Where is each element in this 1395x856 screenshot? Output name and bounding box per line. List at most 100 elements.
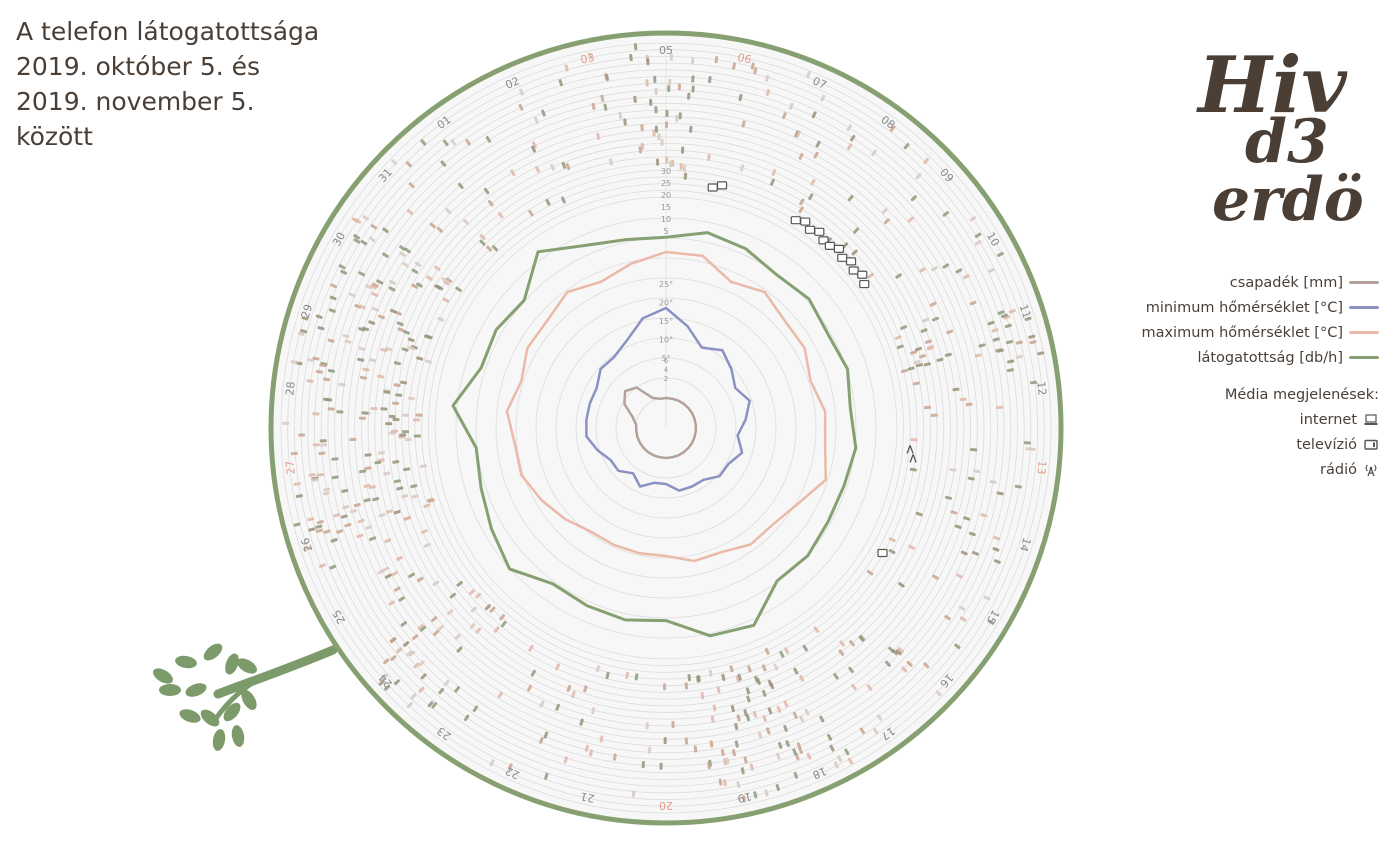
activity-dash [752,710,758,718]
activity-dash [851,683,857,691]
activity-dash [290,451,298,456]
activity-dash [691,85,695,93]
day-label: 18 [811,764,829,782]
activity-dash [833,761,839,769]
activity-dash [365,525,373,530]
activity-dash [756,677,761,685]
activity-dash [665,109,669,117]
activity-dash [393,509,401,515]
legend-item-internet: internet [1079,407,1379,432]
activity-dash [406,701,413,709]
activity-dash [419,625,427,632]
day-label: 15 [984,607,1002,626]
temperature-tick-label: 10° [659,336,673,345]
legend-label: minimum hőmérséklet [°C] [1145,299,1343,316]
activity-dash [358,416,366,420]
activity-dash [783,647,790,654]
activity-dash [907,216,915,223]
activity-dash [329,564,337,570]
activity-dash [640,124,644,132]
activity-dash [753,791,758,799]
activity-dash [402,640,410,647]
activity-dash [377,374,385,379]
activity-dash [388,414,396,419]
legend-item-radio: rádió [1079,457,1379,482]
activity-dash [910,438,918,442]
activity-dash [653,75,657,83]
activity-dash [1029,380,1038,385]
activity-dash [769,682,775,690]
activity-dash [932,574,940,580]
tree-leaf [241,690,257,710]
legend-swatch [1349,306,1379,309]
temperature-tick-label: 20° [659,299,673,308]
activity-dash [613,753,617,761]
activity-dash [342,505,350,510]
activity-dash [327,338,335,343]
activity-dash [915,173,922,180]
tree-leaf [225,653,239,675]
legend-label: televízió [1296,436,1357,453]
activity-dash [364,466,372,470]
activity-dash [331,475,339,480]
activity-dash [378,679,385,686]
activity-dash [518,103,524,111]
activity-dash [721,673,726,682]
activity-dash [318,563,326,569]
media-radio-marker [906,445,914,454]
media-internet-marker [837,253,848,262]
activity-dash [399,380,408,385]
activity-dash [811,111,817,119]
activity-dash [380,347,388,353]
activity-dash [412,418,420,422]
activity-dash [308,473,316,477]
title-line: között [16,122,93,151]
activity-dash [683,172,688,180]
activity-dash [445,277,453,284]
activity-dash [583,685,588,693]
activity-dash [526,684,533,692]
legend-item-precipitation: csapadék [mm] [1079,270,1379,295]
activity-dash [424,359,433,364]
activity-dash [734,722,739,731]
activity-dash [884,660,892,667]
activity-dash [782,112,787,120]
tree-trunk [213,645,338,699]
activity-dash [317,326,325,331]
activity-dash [757,731,763,739]
activity-dash [368,236,376,243]
activity-dash [406,650,413,657]
activity-dash [293,522,301,527]
activity-dash [700,692,705,700]
legend-swatch [1349,281,1379,284]
activity-dash [1024,316,1032,322]
day-label: 11 [1017,303,1034,320]
day-label: 28 [283,381,297,396]
activity-dash [802,644,808,652]
activity-dash [955,268,963,274]
activity-dash [761,689,767,697]
activity-dash [649,98,653,106]
activity-dash [663,737,667,745]
activity-dash [741,120,746,128]
activity-dash [652,129,656,137]
activity-dash [848,666,854,674]
activity-dash [381,673,389,680]
title-line: A telefon látogatottsága [16,17,320,46]
precipitation-tick-label: 4 [664,366,669,374]
activity-dash [411,268,419,274]
activity-dash [992,337,1000,342]
activity-dash [297,331,305,337]
activity-dash [454,633,461,640]
activity-dash [894,335,902,341]
activity-dash [401,347,409,352]
activity-dash [847,757,854,765]
activity-dash [710,715,715,723]
activity-dash [706,153,711,162]
activity-dash [416,576,424,583]
activity-dash [866,684,873,691]
activity-dash [412,634,419,640]
media-tv-marker [877,548,888,558]
activity-dash [745,714,751,722]
activity-dash [1023,441,1031,445]
